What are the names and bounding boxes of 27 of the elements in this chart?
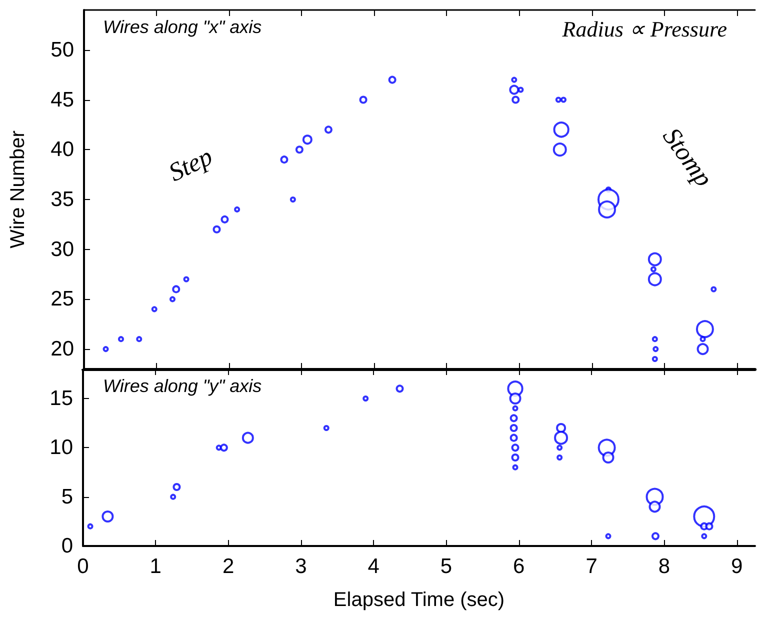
y-tick-label: 10	[50, 436, 73, 460]
y-tick-label: 0	[61, 534, 73, 558]
annotation: Wires along "x" axis	[103, 17, 262, 37]
y-tick-label: 30	[50, 238, 74, 261]
x-tick-label: 5	[440, 555, 452, 578]
annotation: Step	[164, 142, 217, 188]
x-tick-label: 0	[77, 555, 89, 578]
x-tick-label: 9	[730, 555, 743, 578]
annotation: Radius ∝ Pressure	[561, 16, 728, 42]
annotation: Wires along "y" axis	[103, 376, 262, 396]
x-tick-label: 4	[368, 555, 380, 578]
y-axis-title: Wire Number	[7, 130, 29, 248]
y-tick-label: 20	[50, 338, 74, 361]
y-tick-label: 15	[50, 387, 73, 410]
x-tick-label: 8	[658, 555, 670, 578]
y-tick-label: 45	[50, 88, 74, 112]
y-tick-label: 40	[50, 138, 74, 162]
x-tick-label: 2	[222, 555, 234, 578]
y-tick-label: 25	[50, 288, 74, 311]
x-tick-label: 6	[513, 555, 525, 578]
x-axis-title: Elapsed Time (sec)	[333, 589, 505, 611]
x-tick-label: 3	[295, 555, 307, 578]
y-tick-label: 50	[50, 38, 74, 62]
y-tick-label: 35	[50, 188, 74, 211]
x-tick-label: 7	[586, 555, 598, 578]
y-tick-label: 5	[61, 485, 73, 508]
x-tick-label: 1	[150, 555, 162, 578]
